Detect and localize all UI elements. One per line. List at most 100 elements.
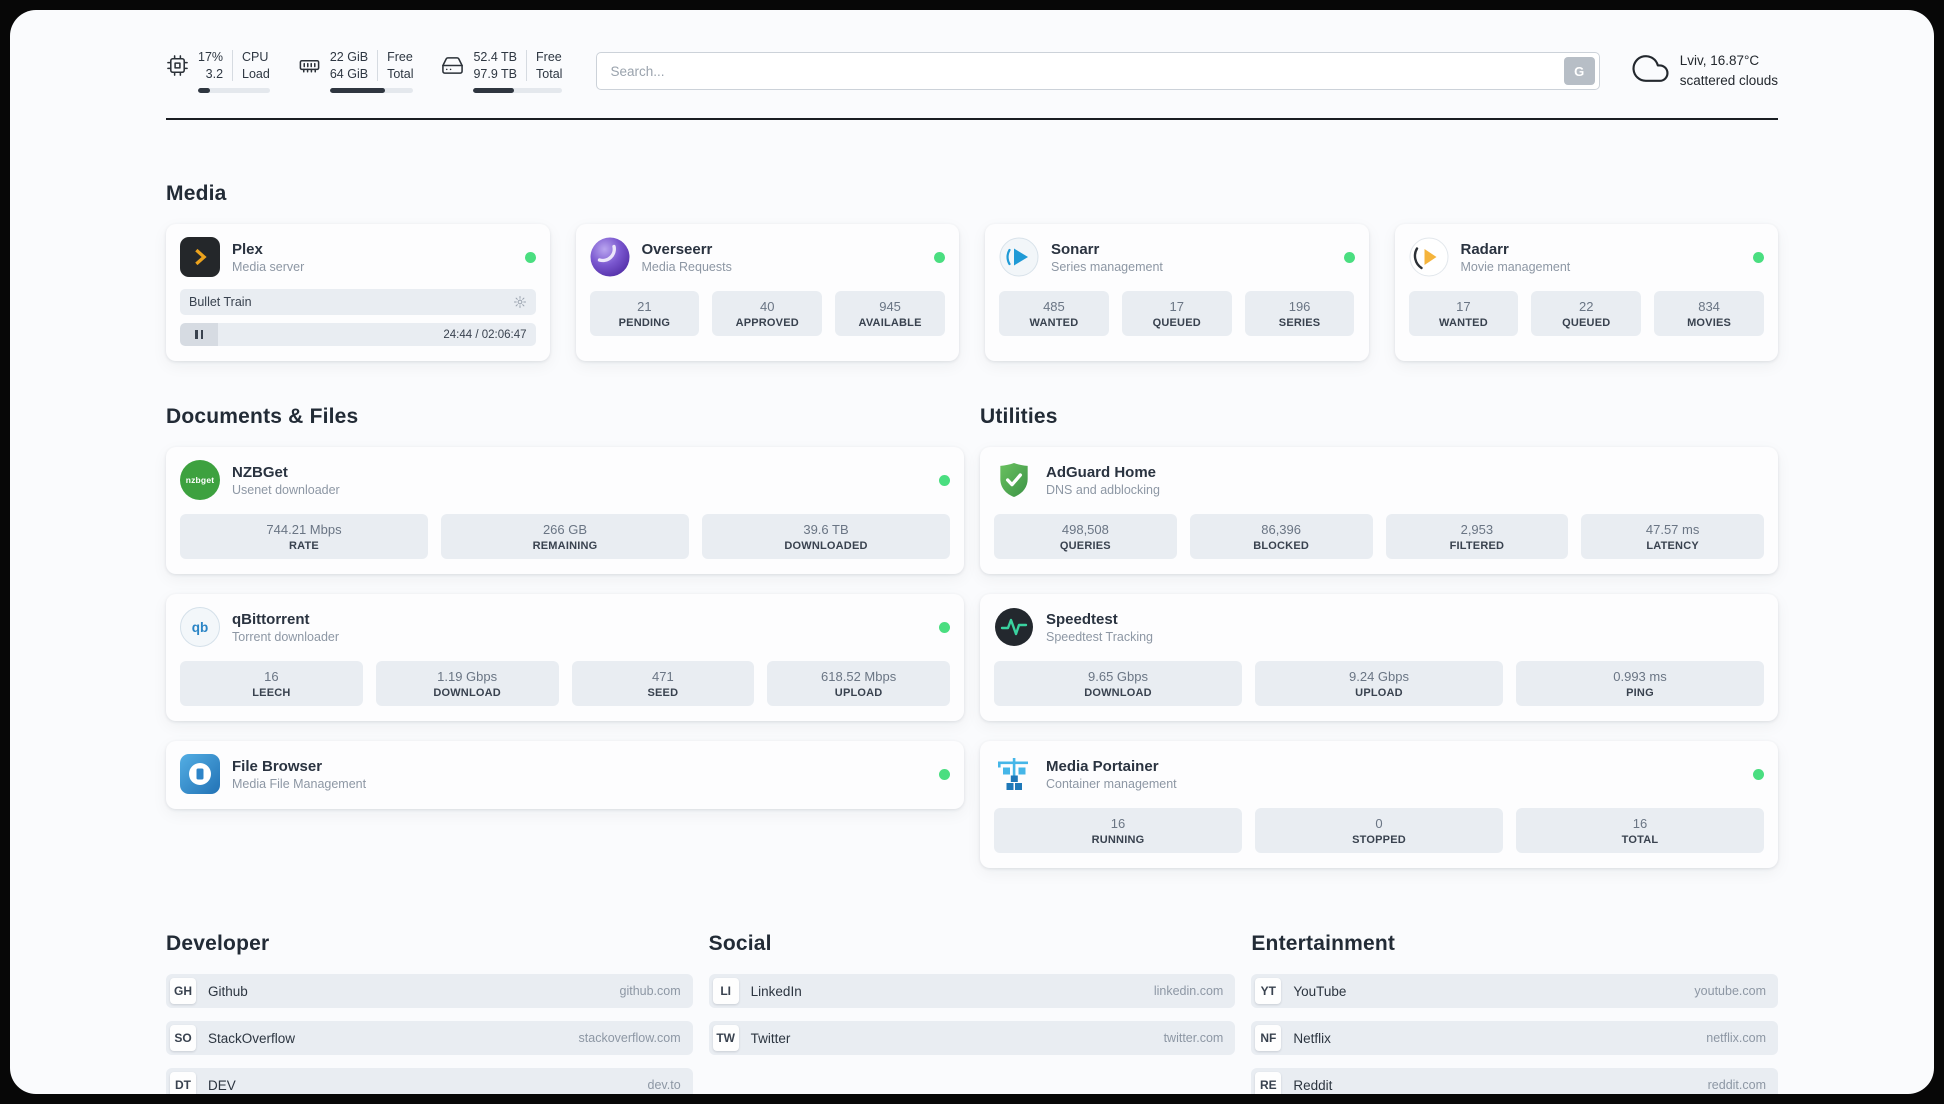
overseerr-icon [590,237,630,277]
stat-value: 17 [1169,299,1184,314]
stat-filtered: 2,953 FILTERED [1385,514,1569,559]
sonarr-card[interactable]: Sonarr Series management 485 WANTED 17 Q… [985,224,1369,361]
bookmark-twitter[interactable]: TW Twitter twitter.com [708,1021,1236,1055]
bookmark-abbr: LI [712,978,739,1004]
stat-label: QUERIES [1059,540,1111,552]
stat-value: 485 [1043,299,1065,314]
bookmark-youtube[interactable]: YT YouTube youtube.com [1251,974,1778,1008]
sonarr-icon [999,237,1039,277]
nzbget-card[interactable]: nzbget NZBGet Usenet downloader 744.21 M… [166,447,964,574]
plex-card[interactable]: Plex Media server Bullet Train 24:44 [166,224,550,361]
ram-icon [298,54,321,77]
disk-label-bottom: Total [536,66,563,81]
stat-label: TOTAL [1621,834,1659,846]
stat-value: 17 [1456,299,1471,314]
weather-widget: Lviv, 16.87°C scattered clouds [1632,50,1778,92]
filebrowser-card[interactable]: File Browser Media File Management [166,741,964,809]
stat-approved: 40 APPROVED [712,291,823,336]
adguard-card[interactable]: AdGuard Home DNS and adblocking 498,508 … [980,447,1778,574]
stat-value: 0.993 ms [1613,669,1667,684]
bookmark-name: Reddit [1293,1077,1333,1093]
app-name: Media Portainer [1046,757,1159,775]
disk-progress-fill [473,88,515,93]
stat-label: UPLOAD [1355,687,1403,699]
app-name: NZBGet [232,463,288,481]
stat-seed: 471 SEED [571,661,755,706]
cloud-icon [1632,50,1669,92]
qbittorrent-card[interactable]: qb qBittorrent Torrent downloader 16 LEE… [166,594,964,721]
app-name: Speedtest [1046,610,1118,628]
overseerr-card[interactable]: Overseerr Media Requests 21 PENDING 40 A… [575,224,959,361]
disk-widget-divider [526,50,528,82]
gear-icon[interactable] [513,295,527,309]
section-title-entertainment: Entertainment [1251,932,1396,955]
stat-label: AVAILABLE [858,317,922,329]
bookmark-dev[interactable]: DT DEV dev.to [166,1068,693,1094]
stat-wanted: 17 WANTED [1408,291,1519,336]
bookmark-name: DEV [208,1077,236,1093]
stat-value: 618.52 Mbps [821,669,897,684]
cpu-icon [166,54,189,77]
search-engine-button[interactable]: G [1563,57,1595,85]
status-dot [934,251,945,263]
stat-label: STOPPED [1352,834,1406,846]
qbittorrent-icon-text: qb [191,619,209,635]
section-title-documents: Documents & Files [166,405,359,428]
app-name: Sonarr [1051,240,1100,258]
bookmark-abbr: RE [1255,1072,1282,1094]
stat-download: 9.65 Gbps DOWNLOAD [994,661,1242,706]
bookmark-reddit[interactable]: RE Reddit reddit.com [1251,1068,1778,1094]
radarr-card[interactable]: Radarr Movie management 17 WANTED 22 QUE… [1394,224,1778,361]
stat-value: 834 [1698,299,1720,314]
cpu-label-top: CPU [242,50,269,65]
bookmark-domain: netflix.com [1706,1031,1766,1045]
app-subtitle: Speedtest Tracking [1046,629,1154,644]
stat-value: 22 [1579,299,1594,314]
bookmark-linkedin[interactable]: LI LinkedIn linkedin.com [708,974,1236,1008]
bookmark-name: StackOverflow [208,1030,296,1046]
ram-label-bottom: Total [387,66,414,81]
stat-pending: 21 PENDING [589,291,700,336]
stat-value: 945 [879,299,901,314]
bookmark-name: Twitter [750,1030,791,1046]
status-dot [1753,251,1764,263]
stat-label: QUEUED [1152,317,1201,329]
bookmark-stackoverflow[interactable]: SO StackOverflow stackoverflow.com [166,1021,693,1055]
app-subtitle: Series management [1051,259,1163,274]
app-name: AdGuard Home [1046,463,1157,481]
stat-stopped: 0 STOPPED [1255,808,1503,853]
stat-download: 1.19 Gbps DOWNLOAD [375,661,559,706]
stat-available: 945 AVAILABLE [835,291,945,336]
stat-label: DOWNLOAD [1084,687,1152,699]
stat-label: PENDING [618,317,671,329]
speedtest-card[interactable]: Speedtest Speedtest Tracking 9.65 Gbps D… [980,594,1778,721]
bookmark-domain: dev.to [647,1078,681,1092]
section-title-social: Social [708,932,772,955]
bookmark-netflix[interactable]: NF Netflix netflix.com [1251,1021,1778,1055]
now-playing-title: Bullet Train [189,295,252,309]
app-subtitle: Media Requests [641,259,732,274]
stat-value: 266 GB [542,522,588,537]
stat-downloaded: 39.6 TB DOWNLOADED [702,514,950,559]
stat-value: 16 [1632,816,1648,831]
bookmark-github[interactable]: GH Github github.com [166,974,693,1008]
stat-value: 9.24 Gbps [1349,669,1409,684]
stat-value: 744.21 Mbps [266,522,342,537]
app-subtitle: Media File Management [232,776,367,791]
stat-label: WANTED [1029,317,1079,329]
stat-label: RUNNING [1091,834,1145,846]
speedtest-icon [994,607,1034,647]
cpu-usage-value: 17% [198,50,224,65]
stat-value: 0 [1375,816,1383,831]
stat-label: UPLOAD [834,687,883,699]
stat-label: RATE [289,540,319,552]
ram-label-top: Free [387,50,413,65]
pause-button[interactable] [180,323,218,346]
bookmark-domain: youtube.com [1694,984,1766,998]
disk-label-top: Free [536,50,562,65]
search-input[interactable] [596,52,1600,90]
weather-location: Lviv, 16.87°C [1679,52,1760,68]
portainer-card[interactable]: Media Portainer Container management 16 … [980,741,1778,868]
stat-value: 16 [1110,816,1126,831]
status-dot [939,474,950,486]
